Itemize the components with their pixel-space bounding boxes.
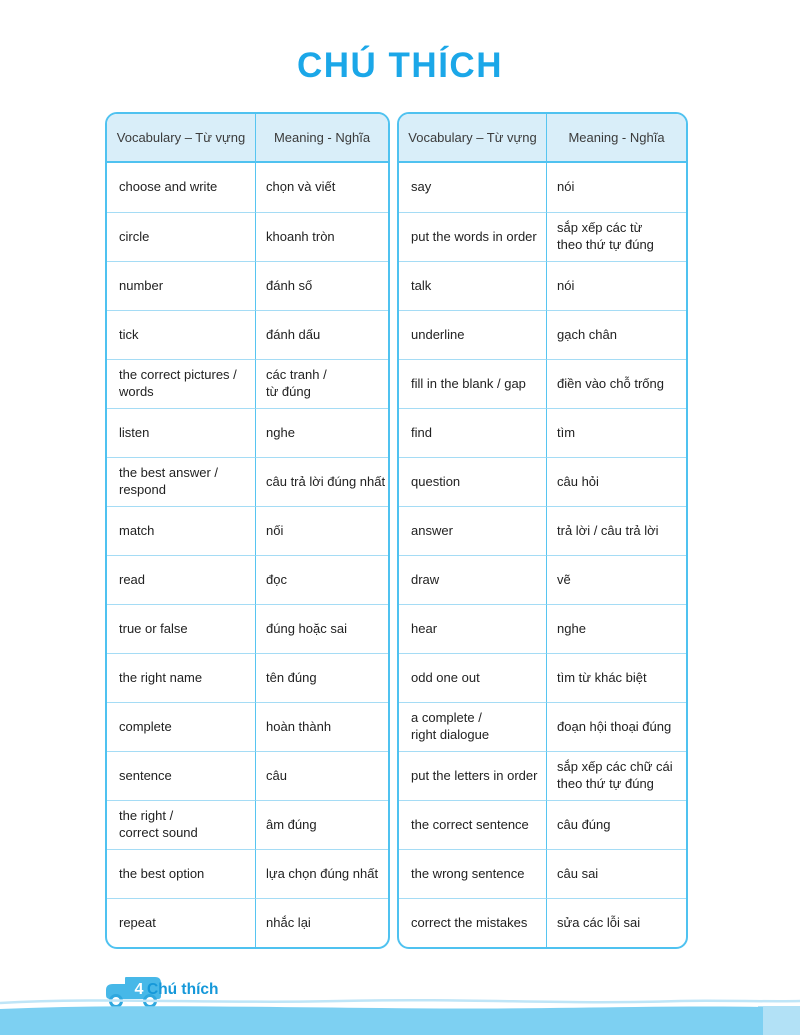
vocab-cell: put the letters in order: [399, 751, 546, 800]
meaning-cell: nói: [546, 163, 686, 212]
vocab-tables: Vocabulary – Từ vựng Meaning - Nghĩa cho…: [105, 112, 688, 949]
vocab-cell: match: [107, 506, 255, 555]
vocab-cell: circle: [107, 212, 255, 261]
column-header-meaning: Meaning - Nghĩa: [546, 114, 686, 163]
vocab-cell: the wrong sentence: [399, 849, 546, 898]
meaning-cell: sắp xếp các từ theo thứ tự đúng: [546, 212, 686, 261]
meaning-cell: khoanh tròn: [255, 212, 388, 261]
meaning-cell: câu hỏi: [546, 457, 686, 506]
vocab-cell: draw: [399, 555, 546, 604]
page-title: CHÚ THÍCH: [297, 46, 503, 85]
vocab-cell: complete: [107, 702, 255, 751]
meaning-cell: tìm: [546, 408, 686, 457]
meaning-cell: các tranh / từ đúng: [255, 359, 388, 408]
vocab-cell: true or false: [107, 604, 255, 653]
column-header-meaning: Meaning - Nghĩa: [255, 114, 388, 163]
vocab-cell: underline: [399, 310, 546, 359]
vocab-cell: number: [107, 261, 255, 310]
meaning-cell: nhắc lại: [255, 898, 388, 947]
vocab-cell: listen: [107, 408, 255, 457]
vocab-cell: repeat: [107, 898, 255, 947]
vocab-table-right: Vocabulary – Từ vựng Meaning - Nghĩa say…: [397, 112, 688, 949]
vocab-cell: put the words in order: [399, 212, 546, 261]
meaning-cell: nghe: [255, 408, 388, 457]
vocab-cell: question: [399, 457, 546, 506]
vocab-cell: the correct pictures / words: [107, 359, 255, 408]
column-header-vocabulary: Vocabulary – Từ vựng: [107, 114, 255, 163]
vocab-cell: the right name: [107, 653, 255, 702]
meaning-cell: câu: [255, 751, 388, 800]
meaning-cell: lựa chọn đúng nhất: [255, 849, 388, 898]
vocab-cell: a complete / right dialogue: [399, 702, 546, 751]
meaning-cell: chọn và viết: [255, 163, 388, 212]
meaning-cell: đúng hoặc sai: [255, 604, 388, 653]
vocab-cell: hear: [399, 604, 546, 653]
meaning-cell: câu trả lời đúng nhất: [255, 457, 388, 506]
meaning-cell: sửa các lỗi sai: [546, 898, 686, 947]
meaning-cell: âm đúng: [255, 800, 388, 849]
vocab-cell: answer: [399, 506, 546, 555]
meaning-cell: trả lời / câu trả lời: [546, 506, 686, 555]
vocab-cell: find: [399, 408, 546, 457]
vocab-cell: say: [411, 179, 432, 195]
meaning-cell: vẽ: [546, 555, 686, 604]
vocab-cell: fill in the blank / gap: [399, 359, 546, 408]
vocab-cell: talk: [399, 261, 546, 310]
vocab-cell: the correct sentence: [399, 800, 546, 849]
meaning-cell: đọc: [255, 555, 388, 604]
vocab-table-left: Vocabulary – Từ vựng Meaning - Nghĩa cho…: [105, 112, 390, 949]
meaning-cell: nghe: [546, 604, 686, 653]
column-header-vocabulary: Vocabulary – Từ vựng: [399, 114, 546, 163]
wave-light-patch: [758, 1006, 800, 1035]
meaning-cell: gạch chân: [546, 310, 686, 359]
meaning-cell: hoàn thành: [255, 702, 388, 751]
meaning-cell: tên đúng: [255, 653, 388, 702]
wave-band: [0, 1006, 763, 1035]
footer-label: Chú thích: [147, 981, 219, 998]
meaning-cell: điền vào chỗ trống: [546, 359, 686, 408]
vocab-cell: choose and write: [119, 179, 218, 195]
meaning-cell: đánh số: [255, 261, 388, 310]
vocab-cell: the best answer / respond: [107, 457, 255, 506]
meaning-cell: câu đúng: [546, 800, 686, 849]
vocab-cell: tick: [107, 310, 255, 359]
meaning-cell: sắp xếp các chữ cái theo thứ tự đúng: [546, 751, 686, 800]
vocab-cell: the right / correct sound: [107, 800, 255, 849]
vocab-cell: read: [107, 555, 255, 604]
vocab-cell: correct the mistakes: [399, 898, 546, 947]
vocab-cell: odd one out: [399, 653, 546, 702]
meaning-cell: nói: [546, 261, 686, 310]
bottom-wave: [0, 998, 800, 1035]
vocab-cell: sentence: [107, 751, 255, 800]
meaning-cell: đoạn hội thoại đúng: [546, 702, 686, 751]
meaning-cell: nối: [255, 506, 388, 555]
vocab-cell: the best option: [107, 849, 255, 898]
meaning-cell: câu sai: [546, 849, 686, 898]
meaning-cell: tìm từ khác biệt: [546, 653, 686, 702]
meaning-cell: đánh dấu: [255, 310, 388, 359]
wave-line: [0, 998, 800, 1005]
page-number: 4: [135, 981, 144, 998]
